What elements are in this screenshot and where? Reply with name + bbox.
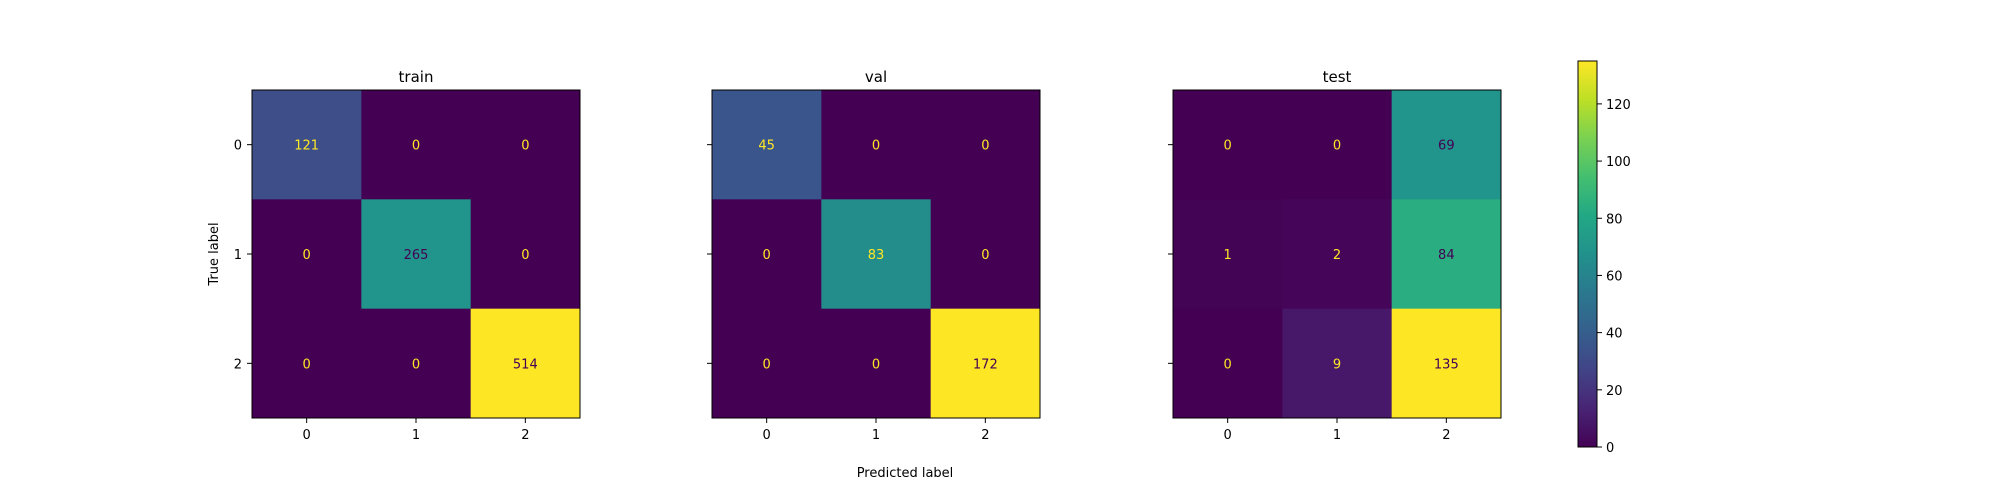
x-tick-label: 1 [412,428,420,443]
cell [470,90,581,200]
cell [1173,199,1283,310]
panel-title: train [399,68,434,86]
cell [1173,308,1283,419]
cell-value: 83 [868,248,885,263]
cell-value: 9 [1333,357,1341,372]
cell [712,199,822,310]
cell [470,199,581,310]
x-tick-label: 0 [303,428,311,443]
cell [470,308,581,419]
x-tick-label: 0 [1224,428,1232,443]
colorbar-gradient [1577,60,1598,448]
cell [1173,90,1283,200]
cell [930,199,1041,310]
cell [1391,199,1502,310]
cell [252,199,362,310]
cell-value: 0 [872,357,880,372]
cell-value: 0 [412,139,420,154]
y-tick-label: 1 [234,248,242,263]
cell [1282,90,1393,200]
cell-value: 84 [1438,248,1455,263]
cell-value: 0 [303,248,311,263]
cell-value: 0 [981,248,989,263]
y-axis-label: True label [207,222,222,286]
panel-train: 121 0 0 0 265 0 0 0 514 train 0 1 2 0 1 2 True label [207,68,581,443]
cell-value: 0 [521,248,529,263]
y-tick-label: 0 [234,139,242,154]
x-tick-label: 1 [872,428,880,443]
cell-value: 0 [1224,139,1232,154]
cell [361,308,472,419]
panel-title: test [1323,68,1352,86]
colorbar-tick-label: 60 [1606,269,1623,284]
cell [361,90,472,200]
colorbar-tick-label: 120 [1606,98,1631,113]
cell-value: 69 [1438,139,1455,154]
cell [821,199,932,310]
panel-val: 45 0 0 0 83 0 0 0 172 val 0 1 2 Predicted label [707,68,1041,481]
cell-value: 45 [758,139,775,154]
cell [1391,90,1502,200]
colorbar-tick-label: 40 [1606,327,1623,342]
cell [361,199,472,310]
cell [252,90,362,200]
cell [712,308,822,419]
colorbar-tick-label: 100 [1606,155,1631,170]
cell [821,90,932,200]
panel-title: val [865,68,887,86]
x-tick-label: 2 [1442,428,1450,443]
colorbar-tick-label: 20 [1606,384,1623,399]
x-tick-label: 1 [1333,428,1341,443]
cell-value: 0 [521,139,529,154]
cell-value: 172 [973,357,998,372]
cell-value: 0 [1333,139,1341,154]
cell [712,90,822,200]
x-tick-label: 2 [981,428,989,443]
cell-value: 0 [763,248,771,263]
cell [1391,308,1502,419]
cell-value: 514 [513,357,538,372]
cell-value: 0 [872,139,880,154]
x-tick-label: 0 [763,428,771,443]
y-tick-label: 2 [234,357,242,372]
cell-value: 1 [1224,248,1232,263]
cell-value: 0 [981,139,989,154]
colorbar-tick-label: 80 [1606,212,1623,227]
cell-value: 0 [1224,357,1232,372]
cell-value: 135 [1434,357,1459,372]
cell [930,308,1041,419]
cell-value: 121 [294,139,319,154]
x-tick-label: 2 [521,428,529,443]
panel-test: 0 0 69 1 2 84 0 9 135 test 0 1 2 [1168,68,1502,443]
cell-value: 0 [303,357,311,372]
cell-value: 0 [412,357,420,372]
cell-value: 265 [404,248,429,263]
colorbar-tick-label: 0 [1606,441,1614,456]
cell [1282,308,1393,419]
cell [821,308,932,419]
colorbar: 0 20 40 60 80 100 120 [1577,60,1631,456]
cell [1282,199,1393,310]
cell [930,90,1041,200]
cell-value: 0 [763,357,771,372]
cell-value: 2 [1333,248,1341,263]
cell [252,308,362,419]
x-axis-label: Predicted label [857,466,954,481]
